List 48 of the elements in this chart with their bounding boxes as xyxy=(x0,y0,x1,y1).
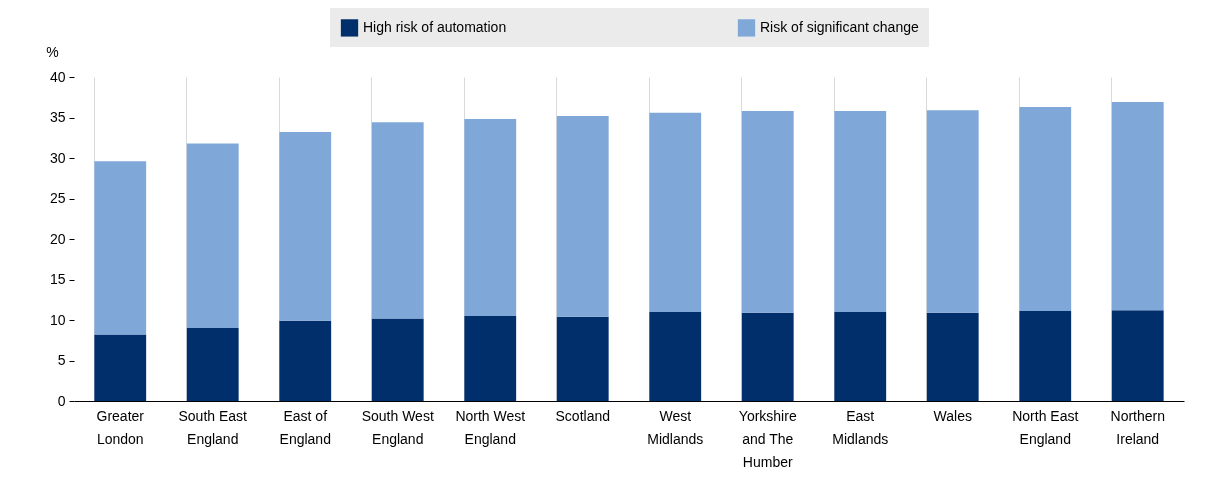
bar xyxy=(926,110,979,313)
bar xyxy=(371,318,424,401)
bar xyxy=(94,334,147,401)
y-tick-label: 0 xyxy=(57,392,66,409)
legend-label: Risk of significant change xyxy=(760,18,919,35)
bar xyxy=(94,161,147,335)
bar xyxy=(1019,106,1072,312)
bar xyxy=(186,143,239,329)
bar xyxy=(279,320,332,401)
bar xyxy=(649,311,702,401)
x-tick-label: North West England xyxy=(455,407,526,447)
x-tick-label: North East England xyxy=(1012,407,1079,447)
y-tick-label: 10 xyxy=(49,311,66,328)
y-tick-label: 30 xyxy=(49,149,66,166)
y-tick-label: 35 xyxy=(49,109,66,125)
bar xyxy=(1019,311,1072,401)
y-tick-label: 40 xyxy=(49,68,66,85)
bar xyxy=(741,111,794,313)
bar xyxy=(834,111,887,312)
x-tick-label: East Midlands xyxy=(832,407,889,447)
bar xyxy=(1111,310,1164,401)
x-tick-label: South East England xyxy=(178,407,248,447)
legend-label: High risk of automation xyxy=(363,18,507,35)
x-tick-label: South West England xyxy=(361,407,434,447)
bar xyxy=(1111,102,1164,311)
bar xyxy=(649,112,702,312)
x-tick-label: West Midlands xyxy=(647,407,704,447)
bar xyxy=(926,312,979,401)
bar xyxy=(741,312,794,401)
bar xyxy=(464,119,517,316)
x-tick-label: Scotland xyxy=(555,407,610,424)
bar xyxy=(464,315,517,401)
bar xyxy=(834,311,887,401)
bar xyxy=(556,316,609,401)
x-tick-label: East of England xyxy=(279,407,331,447)
y-axis-title: % xyxy=(46,43,59,60)
y-tick-label: 5 xyxy=(57,352,66,368)
x-tick-label: Yorkshire and The Humber xyxy=(738,407,797,470)
x-tick-label: Wales xyxy=(933,407,972,424)
bar xyxy=(279,132,332,321)
bar xyxy=(556,115,609,317)
bar xyxy=(186,328,239,401)
y-tick-label: 15 xyxy=(49,271,66,287)
x-tick-label: Greater London xyxy=(96,407,145,447)
y-tick-label: 25 xyxy=(49,190,66,206)
bar xyxy=(371,122,424,319)
x-tick-label: Northern Ireland xyxy=(1110,407,1165,447)
y-tick-label: 20 xyxy=(49,230,66,247)
